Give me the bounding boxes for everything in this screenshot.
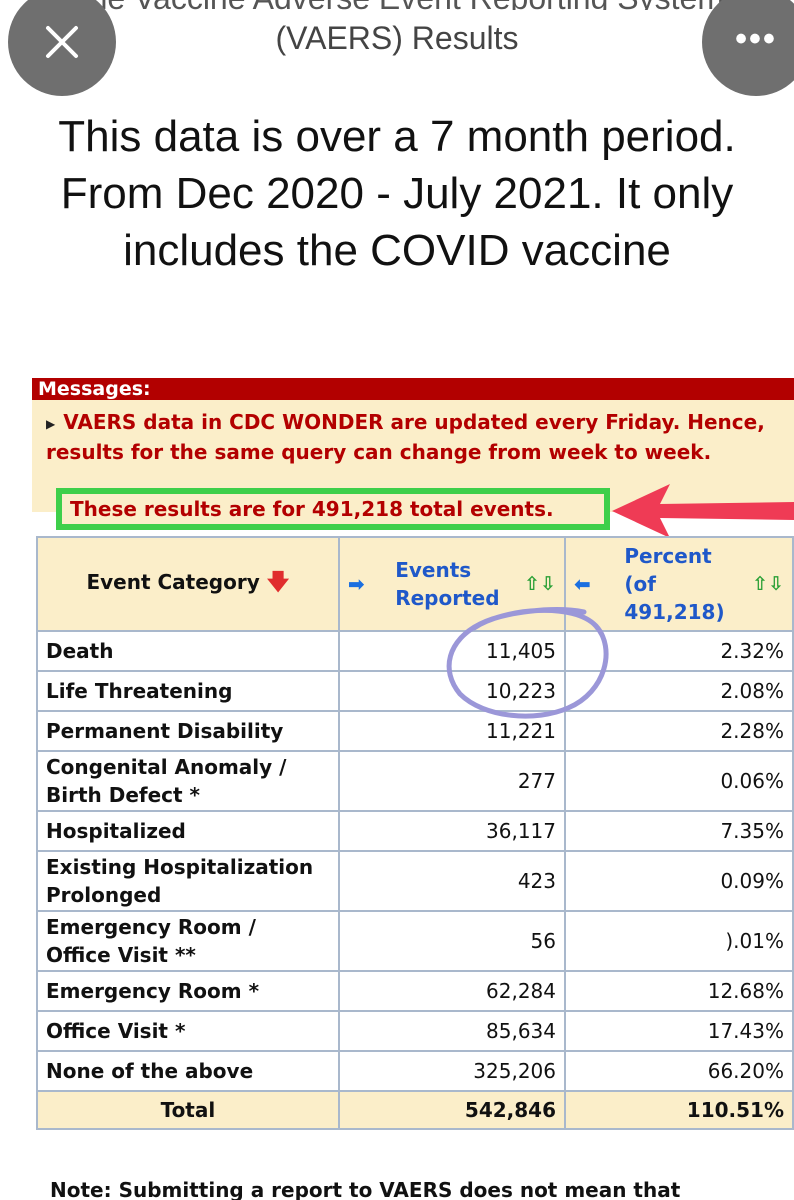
sort-updown-icon[interactable]: ⇧⇩ bbox=[524, 573, 556, 595]
total-row: Total 542,846 110.51% bbox=[36, 1090, 794, 1130]
table-row: Death 11,405 2.32% bbox=[36, 630, 794, 672]
table-row: Office Visit * 85,634 17.43% bbox=[36, 1010, 794, 1052]
cut-off-title: The Vaccine Adverse Event Reporting Syst… bbox=[0, 0, 794, 10]
footnote-text: Note: Submitting a report to VAERS does … bbox=[50, 1178, 681, 1200]
row-events: 85,634 bbox=[337, 1010, 567, 1052]
percent-label-line1: Percent bbox=[624, 544, 712, 568]
total-events-highlight: These results are for 491,218 total even… bbox=[56, 488, 610, 530]
row-category: Death bbox=[36, 630, 340, 672]
table-row: Emergency Room * 62,284 12.68% bbox=[36, 970, 794, 1012]
row-percent: 2.32% bbox=[564, 630, 794, 672]
row-events: 36,117 bbox=[337, 810, 567, 852]
total-events-text: These results are for 491,218 total even… bbox=[70, 497, 554, 521]
row-percent: 66.20% bbox=[564, 1050, 794, 1092]
percent-label-line3: 491,218) bbox=[624, 600, 725, 624]
row-category: Office Visit * bbox=[36, 1010, 340, 1052]
row-percent: 2.28% bbox=[564, 710, 794, 752]
sort-updown-icon[interactable]: ⇧⇩ bbox=[752, 573, 784, 595]
table-row: Emergency Room / Office Visit ** 56 ).01… bbox=[36, 910, 794, 972]
column-header-events[interactable]: ➡ Events Reported ⇧⇩ bbox=[337, 536, 567, 632]
table-row: Existing Hospitalization Prolonged 423 0… bbox=[36, 850, 794, 912]
row-category-line2: Prolonged bbox=[46, 883, 162, 907]
row-percent: 7.35% bbox=[564, 810, 794, 852]
close-icon bbox=[46, 26, 78, 58]
events-label-line1: Events bbox=[395, 558, 472, 582]
bullet-triangle-icon: ▶ bbox=[46, 416, 56, 431]
row-events: 11,405 bbox=[337, 630, 567, 672]
row-percent: 2.08% bbox=[564, 670, 794, 712]
row-category: None of the above bbox=[36, 1050, 340, 1092]
post-caption: This data is over a 7 month period. From… bbox=[58, 112, 736, 275]
row-events: 10,223 bbox=[337, 670, 567, 712]
row-percent: 0.06% bbox=[564, 750, 794, 812]
total-label: Total bbox=[36, 1090, 340, 1130]
table-row: None of the above 325,206 66.20% bbox=[36, 1050, 794, 1092]
events-label-line2: Reported bbox=[395, 586, 500, 610]
more-icon: ••• bbox=[735, 19, 777, 58]
more-options-button[interactable]: ••• bbox=[702, 0, 794, 96]
table-row: Life Threatening 10,223 2.08% bbox=[36, 670, 794, 712]
row-percent: 0.09% bbox=[564, 850, 794, 912]
page-title: (VAERS) Results bbox=[275, 20, 519, 56]
move-left-icon[interactable]: ⬅ bbox=[574, 572, 591, 596]
row-events: 423 bbox=[337, 850, 567, 912]
table-header-row: Event Category 🡇 ➡ Events Reported ⇧⇩ ⬅ bbox=[36, 536, 794, 632]
row-category: Emergency Room / Office Visit ** bbox=[36, 910, 340, 972]
row-category: Congenital Anomaly / Birth Defect * bbox=[36, 750, 340, 812]
total-percent: 110.51% bbox=[564, 1090, 794, 1130]
column-header-percent[interactable]: ⬅ Percent (of 491,218) ⇧⇩ bbox=[564, 536, 794, 632]
column-events-label: Events Reported bbox=[395, 556, 499, 612]
messages-header: Messages: bbox=[32, 378, 794, 400]
row-category: Existing Hospitalization Prolonged bbox=[36, 850, 340, 912]
percent-label-line2: (of bbox=[624, 572, 656, 596]
column-category-label: Event Category bbox=[86, 570, 260, 594]
row-percent: 17.43% bbox=[564, 1010, 794, 1052]
row-events: 325,206 bbox=[337, 1050, 567, 1092]
close-button[interactable] bbox=[8, 0, 116, 96]
row-category-line1: Emergency Room / bbox=[46, 915, 256, 939]
column-header-category[interactable]: Event Category 🡇 bbox=[36, 536, 340, 632]
row-events: 62,284 bbox=[337, 970, 567, 1012]
vaers-screenshot: Messages: ▶ VAERS data in CDC WONDER are … bbox=[32, 378, 794, 1200]
red-arrow-annotation-icon bbox=[612, 484, 794, 538]
row-events: 277 bbox=[337, 750, 567, 812]
row-category: Emergency Room * bbox=[36, 970, 340, 1012]
row-category-line2: Office Visit ** bbox=[46, 943, 196, 967]
row-events: 11,221 bbox=[337, 710, 567, 752]
move-right-icon[interactable]: ➡ bbox=[347, 572, 365, 596]
vaers-results-table: Event Category 🡇 ➡ Events Reported ⇧⇩ ⬅ bbox=[36, 536, 794, 1130]
message-text: VAERS data in CDC WONDER are updated eve… bbox=[46, 410, 765, 464]
row-percent: 12.68% bbox=[564, 970, 794, 1012]
table-row: Permanent Disability 11,221 2.28% bbox=[36, 710, 794, 752]
row-category: Hospitalized bbox=[36, 810, 340, 852]
sort-desc-icon[interactable]: 🡇 bbox=[266, 570, 290, 595]
table-row: Congenital Anomaly / Birth Defect * 277 … bbox=[36, 750, 794, 812]
row-events: 56 bbox=[337, 910, 567, 972]
row-category-line1: Congenital Anomaly / bbox=[46, 755, 287, 779]
row-category: Permanent Disability bbox=[36, 710, 340, 752]
row-category: Life Threatening bbox=[36, 670, 340, 712]
column-percent-label: Percent (of 491,218) bbox=[624, 542, 724, 626]
row-category-line2: Birth Defect * bbox=[46, 783, 200, 807]
row-percent: ).01% bbox=[564, 910, 794, 972]
row-category-line1: Existing Hospitalization bbox=[46, 855, 314, 879]
table-row: Hospitalized 36,117 7.35% bbox=[36, 810, 794, 852]
total-events: 542,846 bbox=[337, 1090, 567, 1130]
